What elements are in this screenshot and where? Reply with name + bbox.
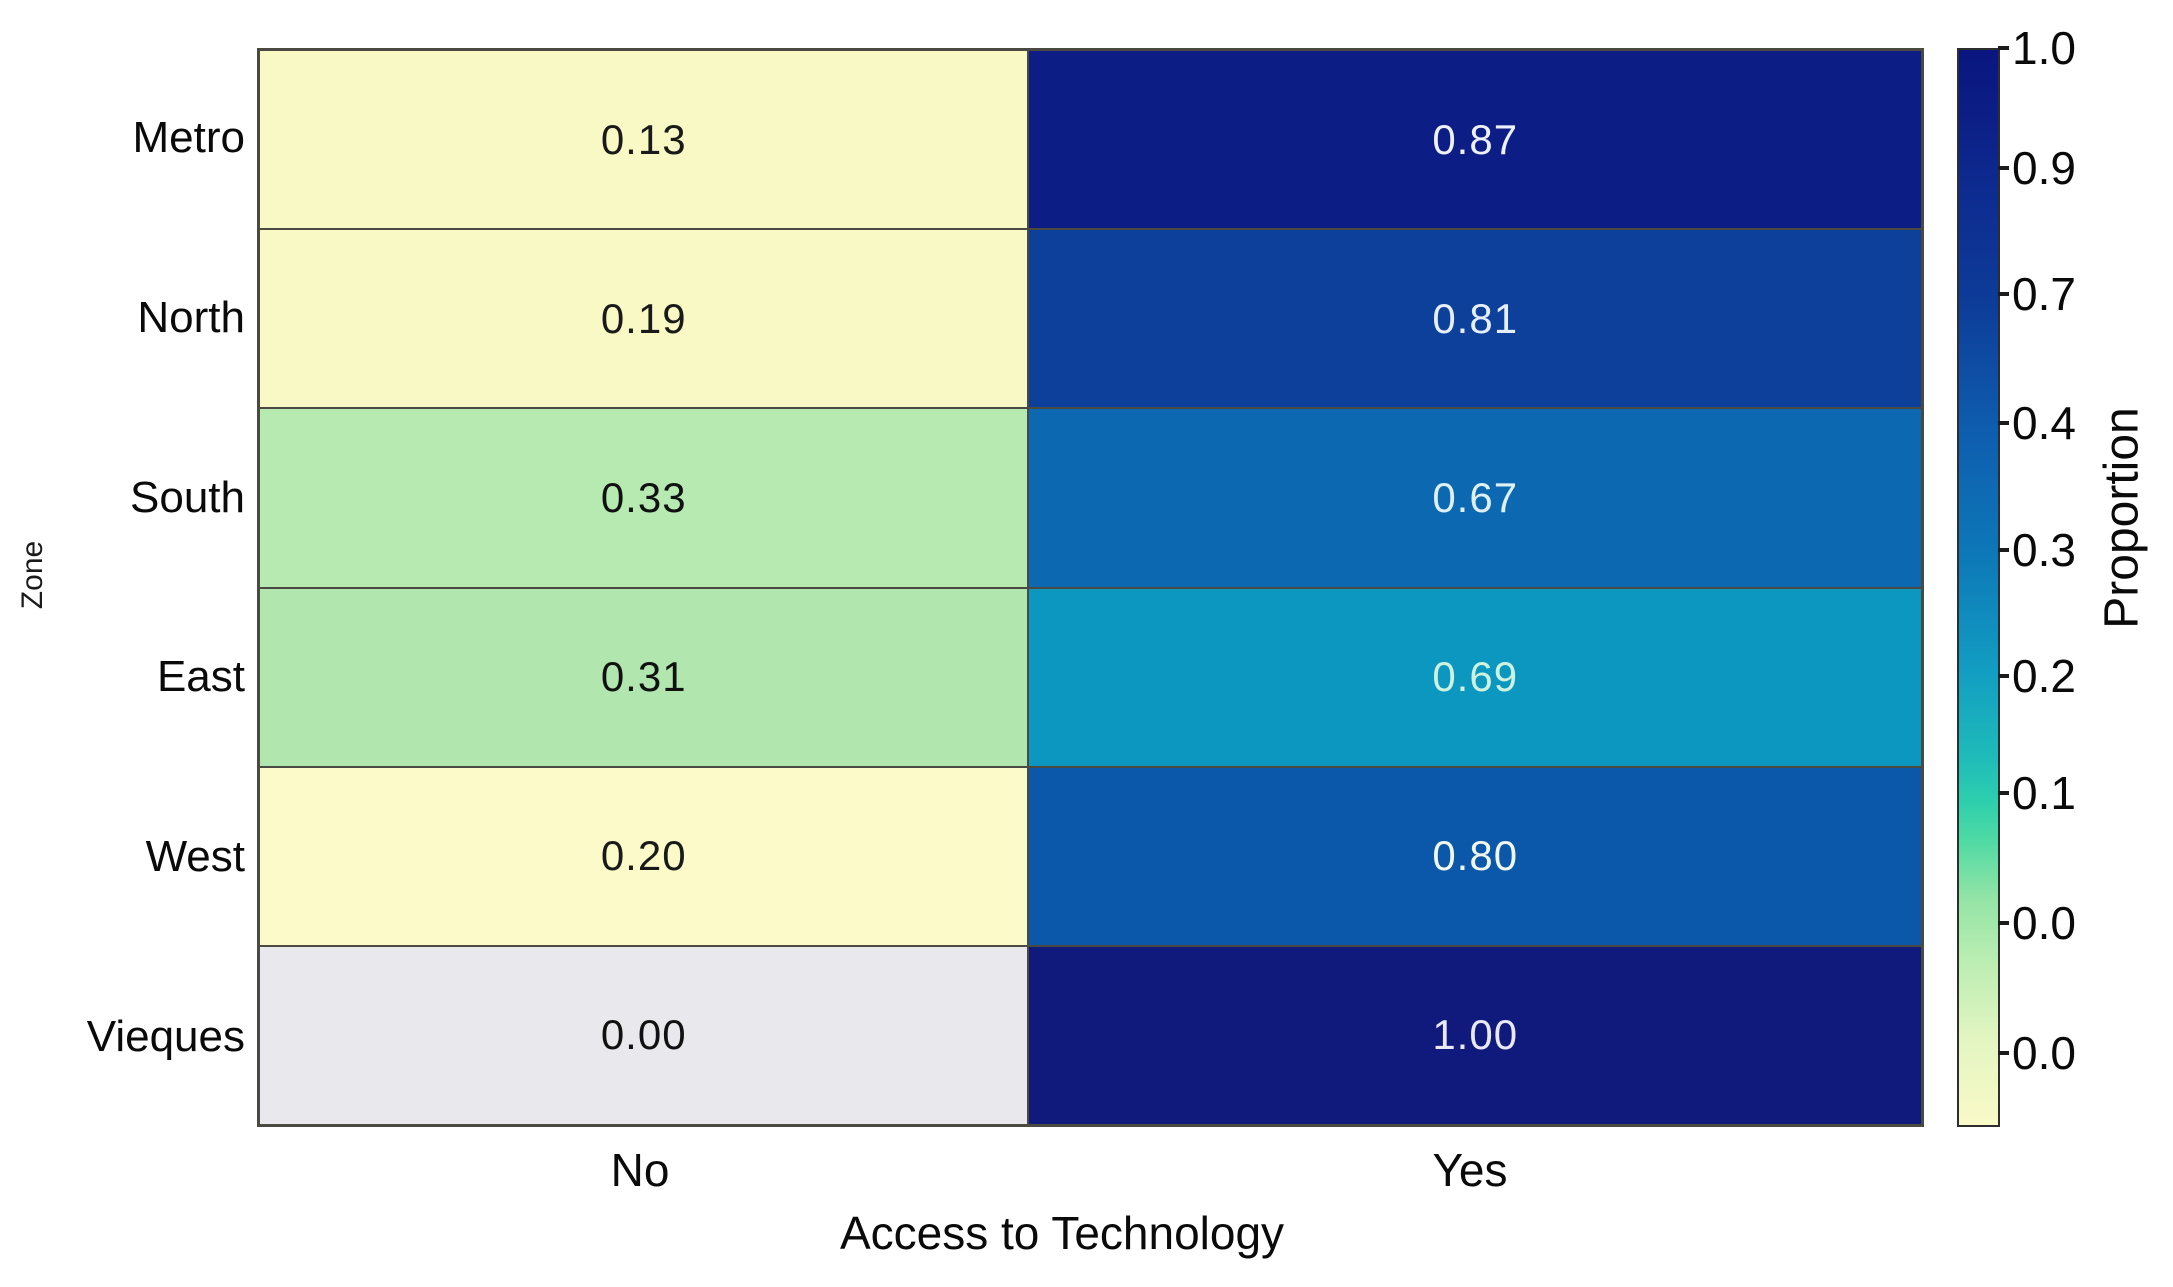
colorbar-tick-label: 0.7 [2012,268,2076,320]
colorbar-tick-label: 0.4 [2012,397,2076,450]
cell-value: 0.80 [1432,832,1519,880]
y-tick-label-north: North [137,292,245,342]
cell-value: 0.33 [600,473,687,521]
heatmap-cell-east-no: 0.31 [260,588,1028,766]
y-tick-label-west: West [145,832,245,882]
heatmap-row-metro: 0.13 0.87 [260,51,1921,229]
colorbar-tickmark [1998,46,2009,50]
heatmap-cell-south-yes: 0.67 [1029,409,1921,587]
x-axis-label: Access to Technology [839,1207,1285,1259]
colorbar-label: Proportion [2095,407,2149,629]
colorbar-tick-label: 0.9 [2012,141,2076,194]
heatmap-cell-east-yes: 0.69 [1029,588,1921,766]
cell-value: 0.31 [600,653,687,701]
colorbar-tickmark [1998,547,2009,552]
colorbar-tick-label: 0.1 [2012,766,2076,819]
cell-value: 0.00 [600,1011,687,1059]
colorbar-tickmark [1998,921,2009,926]
heatmap-cell-metro-no: 0.13 [260,51,1028,229]
heatmap-row-north: 0.19 0.81 [260,230,1921,408]
colorbar-tick-label: 0.2 [2012,649,2076,702]
cell-value: 0.69 [1432,653,1519,701]
heatmap-cell-metro-yes: 0.87 [1029,51,1921,229]
y-tick-label-east: East [156,652,245,702]
heatmap-row-west: 0.20 0.80 [260,767,1921,945]
y-tick-label-vieques: Vieques [86,1012,245,1062]
y-axis-label: Zone [16,540,49,610]
cell-value: 0.81 [1432,294,1519,342]
heatmap-cell-south-no: 0.33 [260,409,1028,587]
cell-value: 0.87 [1432,115,1519,163]
y-tick-label-south: South [130,472,245,522]
colorbar-tickmark [1998,292,2009,296]
colorbar-tickmark [1998,1050,2009,1055]
y-tick-label-metro: Metro [132,112,245,162]
x-tick-label-no: No [610,1144,670,1196]
colorbar-tickmark [1998,673,2009,678]
heatmap-cell-west-no: 0.20 [260,767,1028,945]
heatmap-cell-vieques-no: 0.00 [260,946,1028,1125]
heatmap-cell-west-yes: 0.80 [1029,767,1921,945]
colorbar-tickmark [1998,165,2009,170]
cell-value: 0.13 [600,115,687,163]
colorbar-gradient [1957,48,2000,1127]
cell-value: 0.67 [1432,473,1519,521]
heatmap-cell-vieques-yes: 1.00 [1029,946,1921,1125]
cell-value: 1.00 [1432,1011,1519,1059]
heatmap-row-vieques: 0.00 1.00 [260,946,1921,1125]
heatmap-cell-north-yes: 0.81 [1029,230,1921,408]
colorbar-tickmark [1998,790,2009,795]
heatmap-grid: 0.13 0.87 0.19 0.81 0.33 0.67 0.31 0.69 0.20 0.80… [257,48,1924,1127]
heatmap-cell-north-no: 0.19 [260,230,1028,408]
colorbar-tick-label: 1.0 [2012,22,2076,74]
colorbar-tickmark [1998,421,2009,426]
heatmap-row-east: 0.31 0.69 [260,588,1921,766]
colorbar-tick-label: 0.0 [2012,1026,2076,1079]
x-tick-label-yes: Yes [1432,1144,1508,1196]
cell-value: 0.20 [600,832,687,880]
cell-value: 0.19 [600,294,687,342]
colorbar-tick-label: 0.0 [2012,897,2076,950]
colorbar-tick-label: 0.3 [2012,523,2076,576]
heatmap-row-south: 0.33 0.67 [260,409,1921,587]
